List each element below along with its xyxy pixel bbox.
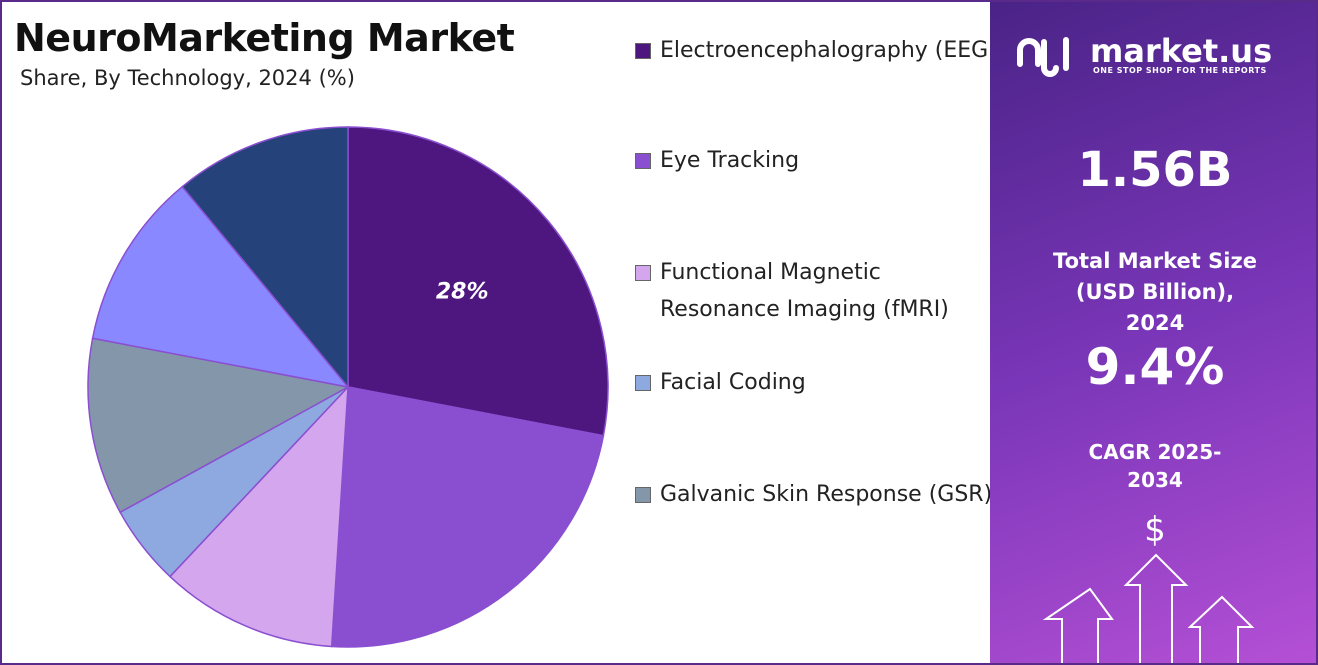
pie-slice [181, 126, 349, 390]
legend-swatch [635, 153, 651, 169]
legend-item: Facial Coding [632, 364, 1000, 401]
data-label: 28% [436, 280, 489, 305]
legend-swatch [635, 265, 651, 281]
pie-slice [347, 126, 609, 437]
chart: 28% [87, 126, 609, 648]
logo-icon [1017, 37, 1069, 77]
cagr-label: CAGR 2025-2034 [1088, 440, 1222, 492]
arrows-icon [1042, 553, 1255, 663]
legend-swatch [635, 375, 651, 391]
pie-slice [330, 386, 605, 648]
legend-item: Galvanic Skin Response (GSR) [632, 476, 1000, 513]
pie-slice [87, 337, 351, 514]
legend-item: Electroencephalography (EEG) [632, 32, 1000, 69]
legend-label: Electroencephalography (EEG) [660, 38, 997, 63]
cagr: 9.4% [1085, 338, 1225, 396]
chart-title: NeuroMarketing Market [14, 16, 515, 60]
market-size-label: Total Market Size (USD Billion), 2024 [1053, 249, 1257, 335]
side-panel: market.us ONE STOP SHOP FOR THE REPORTS … [990, 2, 1316, 663]
market-size: 1.56B [1077, 142, 1233, 198]
tagline: ONE STOP SHOP FOR THE REPORTS [1093, 66, 1267, 75]
legend-swatch [635, 43, 651, 59]
legend-label: Galvanic Skin Response (GSR) [660, 482, 993, 507]
legend-item: Eye Tracking [632, 142, 1000, 179]
legend-label: Facial Coding [660, 370, 806, 395]
legend-swatch [635, 487, 651, 503]
panel-graphics [1017, 37, 1255, 663]
pie-slice [91, 185, 350, 389]
brand: market.us [1090, 32, 1273, 70]
legend-item: Functional Magnetic Resonance Imaging (f… [632, 254, 1000, 328]
dollar-icon: $ [1144, 510, 1166, 550]
chart-subtitle: Share, By Technology, 2024 (%) [20, 66, 355, 90]
legend-label: Functional Magnetic Resonance Imaging (f… [660, 260, 949, 322]
pie-slice [168, 384, 349, 648]
legend-label: Eye Tracking [660, 148, 800, 173]
